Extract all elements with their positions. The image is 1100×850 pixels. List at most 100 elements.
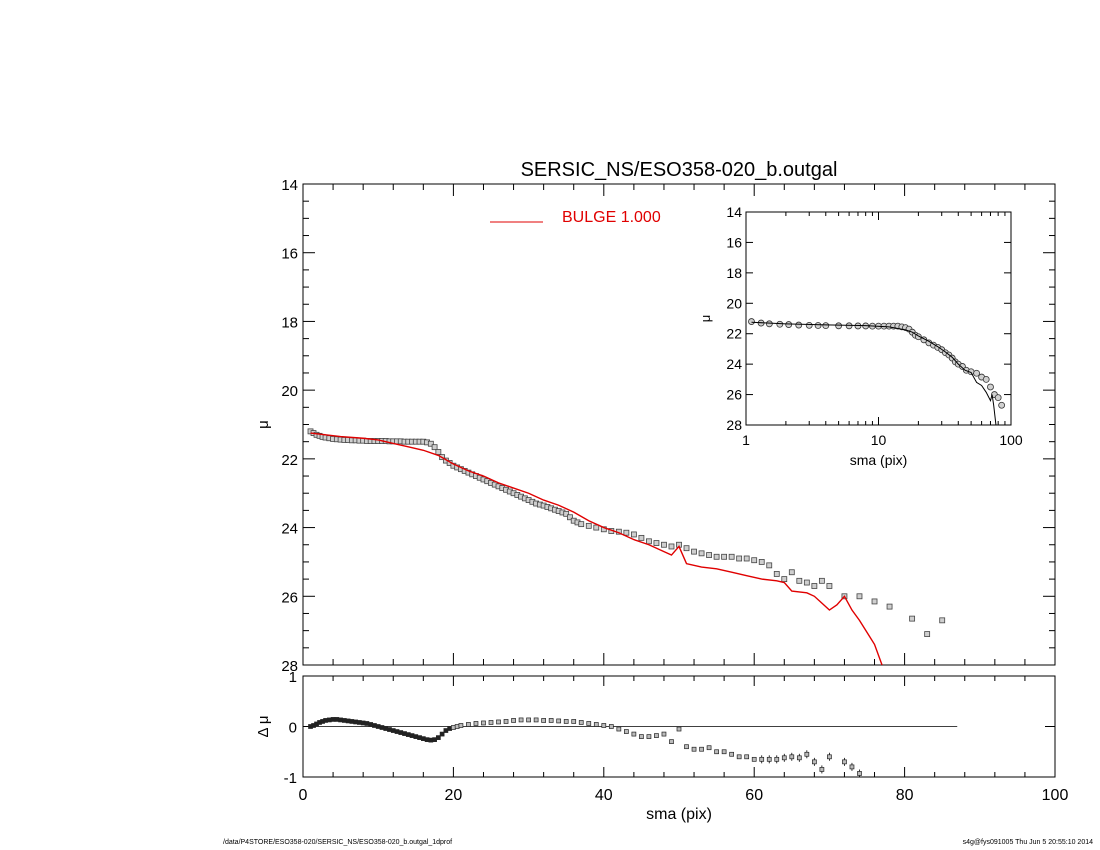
footer-file-path: /data/P4STORE/ESO358-020/SERSIC_NS/ESO35…	[223, 839, 453, 846]
data-point	[871, 598, 878, 605]
residual-point	[413, 734, 419, 739]
residual-point	[473, 721, 479, 726]
main-y-tick-label: 18	[281, 314, 298, 331]
data-point	[585, 522, 592, 529]
data-point	[638, 534, 645, 541]
residual-x-tick-label: 60	[745, 787, 763, 804]
residual-point	[349, 719, 355, 724]
data-point	[721, 553, 728, 560]
residual-point	[353, 719, 358, 725]
residual-point	[338, 717, 343, 723]
residual-point	[383, 726, 389, 731]
residual-point	[827, 754, 832, 760]
data-point	[653, 540, 660, 546]
residual-point	[443, 728, 449, 733]
residual-point	[578, 720, 584, 725]
residual-point	[804, 751, 810, 757]
residual-point	[812, 759, 817, 765]
residual-point	[684, 744, 689, 750]
data-point	[563, 510, 570, 517]
residual-point	[420, 736, 426, 741]
residual-point	[439, 731, 445, 737]
inset-data-point	[748, 318, 755, 325]
inset-data-point	[835, 322, 843, 330]
residual-y-tick-label: 0	[289, 720, 297, 737]
data-point	[811, 583, 818, 589]
residual-point	[428, 737, 434, 743]
residual-point	[744, 754, 750, 760]
residual-point	[372, 723, 377, 728]
data-point	[630, 531, 637, 538]
residual-point	[436, 735, 441, 740]
data-point	[743, 555, 750, 562]
residual-x-tick-label: 40	[595, 787, 613, 804]
data-point	[713, 553, 720, 560]
data-point	[431, 444, 438, 451]
residual-point	[357, 720, 362, 725]
data-point	[427, 440, 434, 447]
residual-point	[379, 725, 385, 730]
residual-point	[454, 724, 460, 729]
data-point	[600, 526, 607, 533]
inset-y-tick-label: 20	[726, 295, 742, 311]
residual-point	[334, 717, 340, 722]
data-point	[698, 550, 705, 557]
residual-point	[424, 737, 430, 742]
inset-data-point	[994, 394, 1002, 402]
inset-x-axis-label: sma (pix)	[850, 452, 908, 468]
residual-point	[849, 764, 855, 770]
residual-point	[556, 718, 562, 724]
residual-point	[481, 720, 486, 726]
main-y-axis-label: μ	[255, 420, 272, 429]
data-point	[781, 576, 788, 583]
residual-point	[691, 746, 697, 752]
data-point	[435, 449, 442, 455]
residual-point	[533, 717, 539, 723]
inset-model-line	[751, 321, 997, 425]
residual-point	[563, 719, 569, 724]
residual-point	[466, 722, 471, 727]
inset-x-tick-label: 100	[999, 432, 1023, 448]
data-point	[803, 579, 810, 586]
residual-x-tick-label: 20	[445, 787, 463, 804]
data-point	[668, 543, 675, 550]
residual-point	[639, 734, 644, 739]
data-point	[826, 583, 833, 589]
residual-point	[405, 732, 411, 737]
residual-point	[774, 756, 780, 762]
residual-point	[593, 722, 599, 727]
inset-data-point	[982, 375, 990, 383]
data-point	[593, 524, 600, 531]
inset-data-point	[998, 401, 1006, 409]
residual-point	[857, 771, 862, 776]
inset-y-axis-label: μ	[698, 315, 713, 323]
residual-point	[458, 723, 464, 728]
inset-background	[742, 204, 1037, 481]
residual-points	[308, 717, 862, 778]
inset-y-tick-label: 16	[726, 234, 742, 250]
main-y-tick-label: 24	[281, 521, 298, 538]
legend-bulge-label: BULGE 1.000	[562, 209, 661, 226]
residual-point	[375, 724, 381, 729]
residual-point	[706, 745, 712, 751]
inset-data-point	[973, 369, 980, 377]
data-point	[736, 555, 743, 562]
main-y-tick-label: 22	[281, 452, 298, 469]
residual-point	[796, 755, 802, 761]
data-point	[623, 529, 630, 536]
inset-y-tick-label: 22	[726, 326, 742, 342]
inset-y-tick-label: 18	[726, 265, 742, 281]
data-point	[578, 521, 585, 528]
residual-point	[326, 717, 332, 723]
residual-point	[729, 751, 734, 757]
residual-point	[447, 726, 452, 731]
main-y-tick-label: 26	[281, 589, 298, 606]
residual-point	[819, 767, 825, 772]
residual-point	[330, 717, 336, 722]
residual-point	[751, 756, 757, 762]
chart-title: SERSIC_NS/ESO358-020_b.outgal	[521, 159, 838, 181]
residual-point	[631, 731, 637, 737]
residual-point	[368, 722, 374, 727]
footer-timestamp: s4g@fys091005 Thu Jun 5 20:55:10 2014	[962, 839, 1093, 846]
inset-x-tick-label: 1	[742, 432, 750, 448]
